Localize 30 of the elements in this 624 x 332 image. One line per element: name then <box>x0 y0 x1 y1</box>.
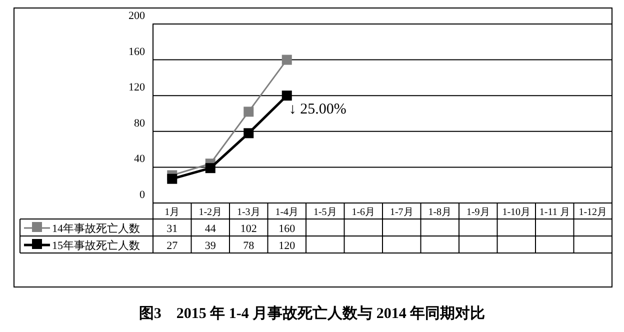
x-tick-label: 1-2月 <box>198 207 222 218</box>
y-tick-label: 160 <box>128 46 146 58</box>
x-tick-label: 1-8月 <box>428 207 452 218</box>
data-label: 31 <box>166 223 178 235</box>
x-tick-label: 1-11 月 <box>539 207 570 218</box>
y-tick-label: 40 <box>134 153 146 166</box>
data-label: 27 <box>166 240 178 252</box>
data-label: 102 <box>240 223 257 235</box>
x-tick-label: 1-3月 <box>236 207 260 218</box>
x-tick-label: 1月 <box>164 207 180 218</box>
x-tick-label: 1-7月 <box>390 207 414 218</box>
legend-label: 14年事故死亡人数 <box>52 222 140 235</box>
x-tick-label: 1-12月 <box>578 207 608 218</box>
y-tick-label: 0 <box>140 189 146 201</box>
text: 图3 2015 年 1-4 月事故死亡人数与 2014 年同期对比 <box>138 304 486 322</box>
data-label: 44 <box>204 223 216 235</box>
x-tick-label: 1-10月 <box>502 207 531 218</box>
x-tick-label: 1-6月 <box>352 207 376 218</box>
data-label: 78 <box>243 240 255 252</box>
data-label: 160 <box>278 223 296 235</box>
x-tick-label: 1-5月 <box>313 207 337 218</box>
y-tick-label: 200 <box>128 10 146 22</box>
y-tick-label: 120 <box>128 82 146 94</box>
x-tick-label: 1-9月 <box>466 207 490 218</box>
data-label: 39 <box>204 240 216 252</box>
annotation: ↓ 25.00% <box>288 102 346 118</box>
x-tick-label: 1-4月 <box>275 207 299 218</box>
data-label: 120 <box>278 240 296 252</box>
legend-label: 15年事故死亡人数 <box>52 239 140 252</box>
y-tick-label: 80 <box>134 117 146 130</box>
